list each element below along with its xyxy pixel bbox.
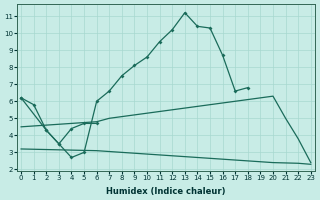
X-axis label: Humidex (Indice chaleur): Humidex (Indice chaleur) [106, 187, 226, 196]
